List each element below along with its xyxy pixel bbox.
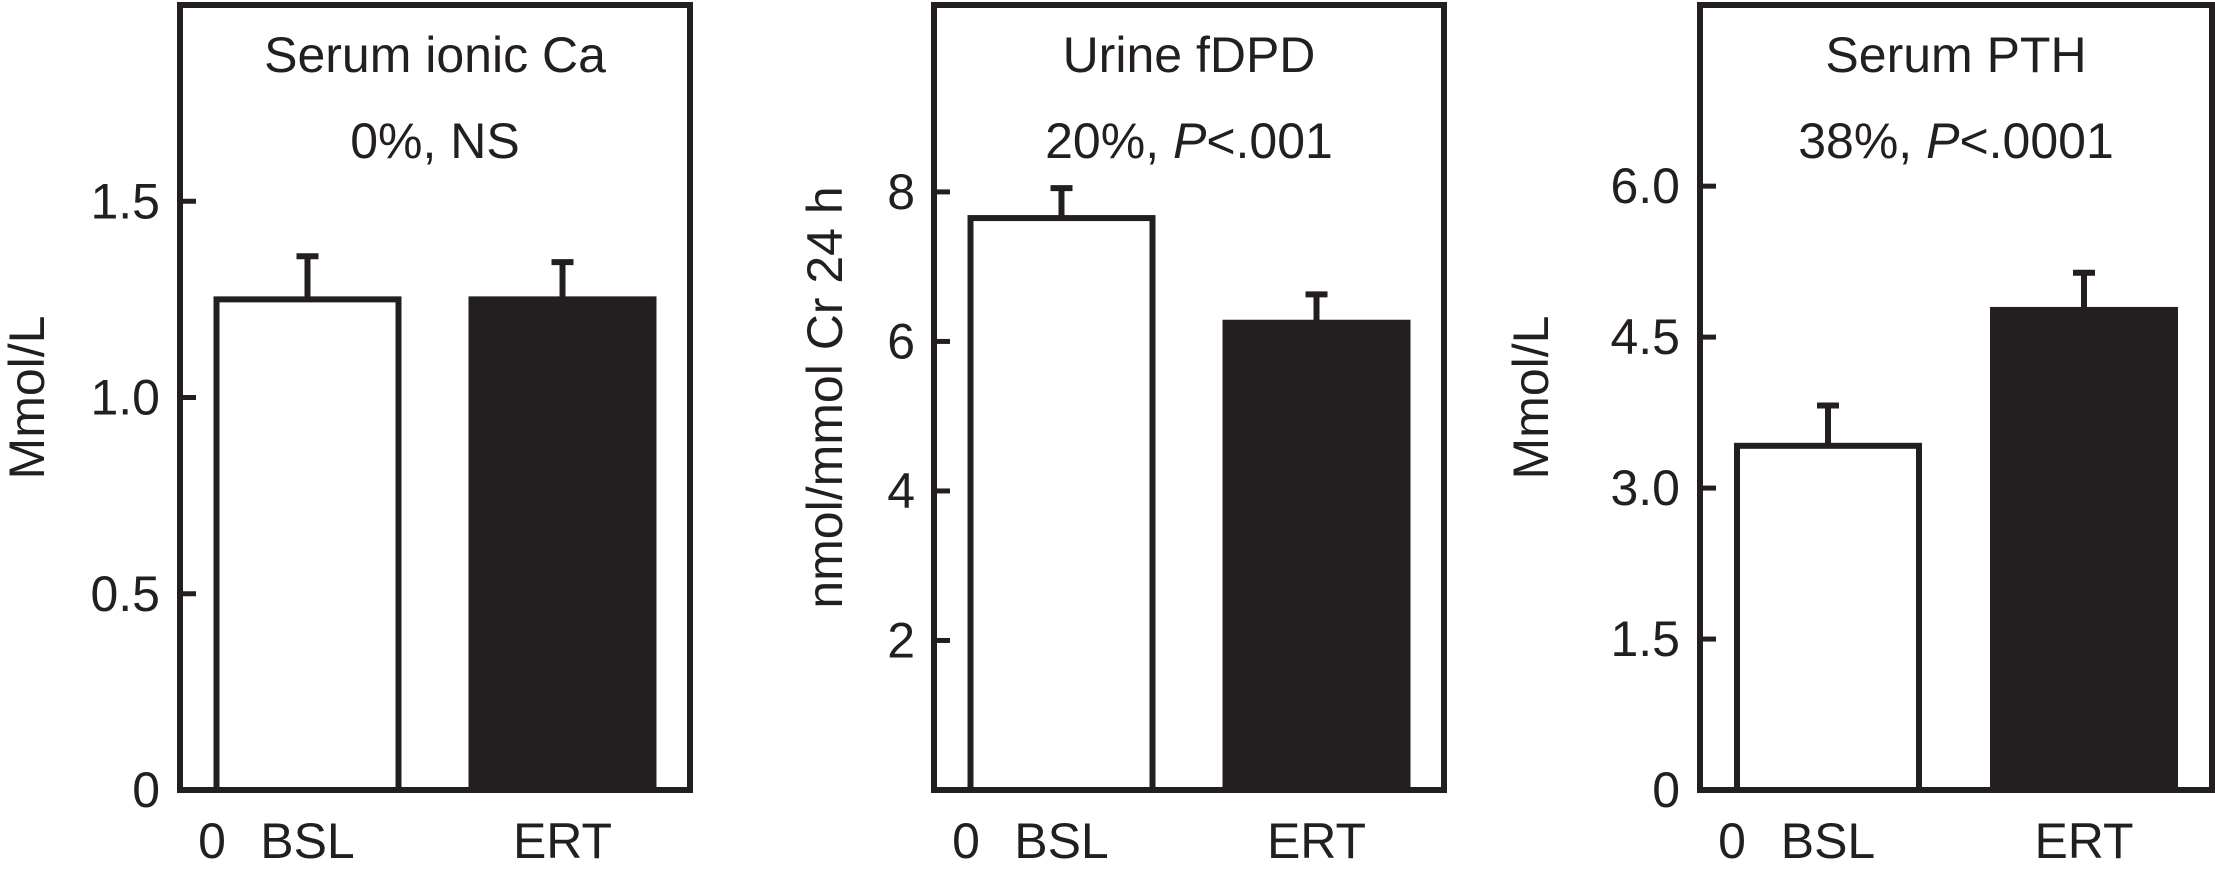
annotation-p-value: <.001 [1206, 113, 1333, 169]
bar-ert [1990, 306, 2178, 793]
x-tick-label: BSL [1781, 813, 1876, 869]
y-tick-label: 1.0 [90, 370, 160, 426]
y-tick-label: 0 [1652, 762, 1680, 818]
y-axis-label: Mmol/L [1503, 316, 1559, 480]
bar-bsl [967, 215, 1156, 794]
annotation-p: P [1173, 113, 1207, 169]
panel-title: Serum PTH [1825, 27, 2086, 83]
y-tick-label: 1.5 [1610, 611, 1680, 667]
panel-title: Serum ionic Ca [264, 27, 606, 83]
y-tick-label: 3.0 [1610, 460, 1680, 516]
origin-label: 0 [1718, 813, 1746, 869]
y-axis-label: Mmol/L [0, 316, 55, 480]
x-tick-label: ERT [1267, 813, 1366, 869]
x-tick-label: BSL [260, 813, 355, 869]
chart-panel-3: BSL ERT 0 1.5 3.0 4.5 6.0 0 Mmol/L Serum PTH 38%, … [1503, 2, 2215, 869]
y-tick-label: 6.0 [1610, 158, 1680, 214]
x-tick-label: ERT [2034, 813, 2133, 869]
origin-label: 0 [952, 813, 980, 869]
bar-bsl [213, 296, 402, 793]
chart-panel-1: BSL ERT 0 0.5 1.0 1.5 0 Mmol/L Serum ionic Ca 0%,… [0, 2, 693, 869]
plot-frame [931, 2, 1447, 793]
bar-ert [1222, 319, 1411, 793]
annotation-p: P [1926, 113, 1960, 169]
origin-label: 0 [198, 813, 226, 869]
plot-frame [1697, 2, 2215, 793]
y-tick-label: 8 [887, 164, 915, 220]
bar-bsl [1734, 442, 1922, 793]
significance-annotation: 20%, P<.001 [1045, 113, 1333, 169]
y-axis-label: nmol/mmol Cr 24 h [797, 186, 853, 608]
x-tick-label: BSL [1014, 813, 1109, 869]
panel-title: Urine fDPD [1063, 27, 1316, 83]
y-tick-label: 0 [132, 762, 160, 818]
significance-annotation: 38%, P<.0001 [1798, 113, 2114, 169]
annotation-text: 20%, [1045, 113, 1173, 169]
chart-panel-2: BSL ERT 2 4 6 8 0 nmol/mmol Cr 24 h Urine fDPD 20… [797, 2, 1447, 869]
annotation-text: 0%, NS [350, 113, 520, 169]
annotation-text: 38%, [1798, 113, 1926, 169]
annotation-p-value: <.0001 [1959, 113, 2113, 169]
y-tick-label: 4.5 [1610, 309, 1680, 365]
y-tick-label: 4 [887, 463, 915, 519]
y-tick-label: 6 [887, 313, 915, 369]
significance-annotation: 0%, NS [350, 113, 520, 169]
x-tick-label: ERT [513, 813, 612, 869]
y-tick-label: 2 [887, 612, 915, 668]
bar-ert [468, 296, 657, 793]
y-tick-label: 1.5 [90, 173, 160, 229]
y-tick-label: 0.5 [90, 566, 160, 622]
